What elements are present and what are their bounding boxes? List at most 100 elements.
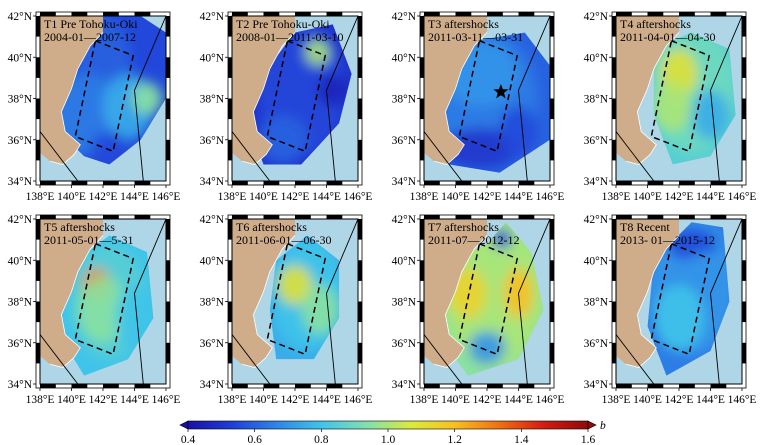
lat-tick-label: 36°N bbox=[584, 338, 609, 350]
plate-boundary bbox=[40, 334, 79, 384]
lat-tick-label: 34°N bbox=[200, 379, 225, 391]
lon-tick-label: 146°E bbox=[536, 191, 565, 203]
panel-title: T1 Pre Tohoku-Oki bbox=[44, 17, 138, 31]
lat-tick-label: 38°N bbox=[392, 94, 417, 106]
lon-tick-label: 142°E bbox=[473, 394, 502, 406]
plate-boundary bbox=[518, 219, 550, 384]
panel-title: T2 Pre Tohoku-Oki bbox=[236, 17, 330, 31]
lon-tick-label: 146°E bbox=[152, 191, 181, 203]
panel-period: 2011-03-11—03-31 bbox=[428, 30, 523, 44]
lat-tick-label: 34°N bbox=[8, 176, 33, 188]
lat-tick-label: 34°N bbox=[8, 379, 33, 391]
colorbar-tick-label: 0.6 bbox=[248, 434, 263, 445]
lon-tick-label: 140°E bbox=[441, 191, 470, 203]
lon-tick-label: 146°E bbox=[344, 394, 373, 406]
lat-tick-label: 34°N bbox=[584, 176, 609, 188]
panel-period: 2011-07—2012-12 bbox=[428, 233, 520, 247]
b-value-field bbox=[250, 24, 352, 165]
lon-tick-label: 140°E bbox=[57, 191, 86, 203]
lat-tick-label: 36°N bbox=[392, 338, 417, 350]
colorbar-tick-label: 1.0 bbox=[381, 434, 396, 445]
panel-period: 2008-01—2011-03-10 bbox=[236, 30, 344, 44]
coastline bbox=[49, 235, 104, 368]
colorbar-tick-label: 0.4 bbox=[181, 434, 196, 445]
land bbox=[232, 219, 295, 368]
plate-boundary bbox=[326, 219, 358, 384]
lat-tick-label: 38°N bbox=[200, 297, 225, 309]
lat-tick-label: 42°N bbox=[392, 11, 417, 23]
coastline bbox=[625, 32, 680, 165]
lon-tick-label: 140°E bbox=[441, 394, 470, 406]
lat-tick-label: 34°N bbox=[200, 176, 225, 188]
lon-tick-label: 142°E bbox=[89, 191, 118, 203]
lon-tick-label: 142°E bbox=[473, 191, 502, 203]
panel-title: T4 aftershocks bbox=[620, 17, 691, 31]
panel-period: 2011-04-01—04-30 bbox=[620, 30, 716, 44]
lat-tick-label: 36°N bbox=[8, 135, 33, 147]
lon-tick-label: 140°E bbox=[633, 394, 662, 406]
coastline bbox=[625, 235, 680, 368]
panel-period: 2011-06-01—06-30 bbox=[236, 233, 332, 247]
rupture-zone-outline bbox=[74, 39, 135, 153]
plate-boundary bbox=[616, 334, 655, 384]
panel-title: T8 Recent bbox=[620, 220, 670, 234]
lon-tick-label: 144°E bbox=[696, 394, 725, 406]
lon-tick-label: 140°E bbox=[633, 191, 662, 203]
plate-boundary bbox=[616, 131, 655, 181]
lon-tick-label: 142°E bbox=[665, 191, 694, 203]
lon-tick-label: 144°E bbox=[120, 394, 149, 406]
plate-boundary bbox=[40, 131, 79, 181]
coastline bbox=[433, 235, 488, 368]
lon-tick-label: 144°E bbox=[504, 191, 533, 203]
land bbox=[40, 16, 103, 165]
lat-tick-label: 40°N bbox=[8, 255, 33, 267]
lat-tick-label: 40°N bbox=[392, 52, 417, 64]
lat-tick-label: 36°N bbox=[200, 338, 225, 350]
lon-tick-label: 144°E bbox=[120, 191, 149, 203]
plate-boundary bbox=[232, 131, 271, 181]
land bbox=[424, 219, 487, 368]
plate-boundary bbox=[518, 16, 550, 181]
lat-tick-label: 42°N bbox=[392, 214, 417, 226]
lon-tick-label: 146°E bbox=[728, 191, 757, 203]
lat-tick-label: 38°N bbox=[8, 94, 33, 106]
lon-tick-label: 142°E bbox=[89, 394, 118, 406]
plate-boundary bbox=[424, 131, 463, 181]
rupture-zone-outline bbox=[650, 39, 711, 153]
lon-tick-label: 144°E bbox=[312, 191, 341, 203]
panel-period: 2013- 01—2015-12 bbox=[620, 233, 715, 247]
lon-tick-label: 142°E bbox=[665, 394, 694, 406]
colorbar-tick-label: 1.6 bbox=[581, 434, 596, 445]
lat-tick-label: 34°N bbox=[392, 379, 417, 391]
lon-tick-label: 140°E bbox=[249, 191, 278, 203]
lat-tick-label: 38°N bbox=[584, 94, 609, 106]
colorbar-tick-label: 1.2 bbox=[448, 434, 463, 445]
lon-tick-label: 138°E bbox=[26, 191, 55, 203]
lat-tick-label: 38°N bbox=[200, 94, 225, 106]
panel-title: T5 aftershocks bbox=[44, 220, 115, 234]
lon-tick-label: 144°E bbox=[696, 191, 725, 203]
plate-boundary bbox=[326, 16, 358, 181]
lat-tick-label: 38°N bbox=[392, 297, 417, 309]
lon-tick-label: 140°E bbox=[57, 394, 86, 406]
colorbar-tick-label: 0.8 bbox=[314, 434, 329, 445]
lat-tick-label: 42°N bbox=[200, 214, 225, 226]
plate-boundary bbox=[134, 16, 166, 181]
lon-tick-label: 138°E bbox=[218, 394, 247, 406]
coastline bbox=[49, 32, 104, 165]
lon-tick-label: 146°E bbox=[344, 191, 373, 203]
land bbox=[616, 16, 679, 165]
panel-title: T3 aftershocks bbox=[428, 17, 499, 31]
plate-boundary bbox=[232, 334, 271, 384]
b-value-field bbox=[269, 235, 340, 360]
lat-tick-label: 42°N bbox=[584, 11, 609, 23]
panel-period: 2004-01—2007-12 bbox=[44, 30, 136, 44]
rupture-zone-outline bbox=[266, 39, 327, 153]
land bbox=[616, 219, 679, 368]
b-value-field bbox=[58, 235, 154, 376]
coastline bbox=[433, 32, 488, 165]
lat-tick-label: 40°N bbox=[584, 255, 609, 267]
